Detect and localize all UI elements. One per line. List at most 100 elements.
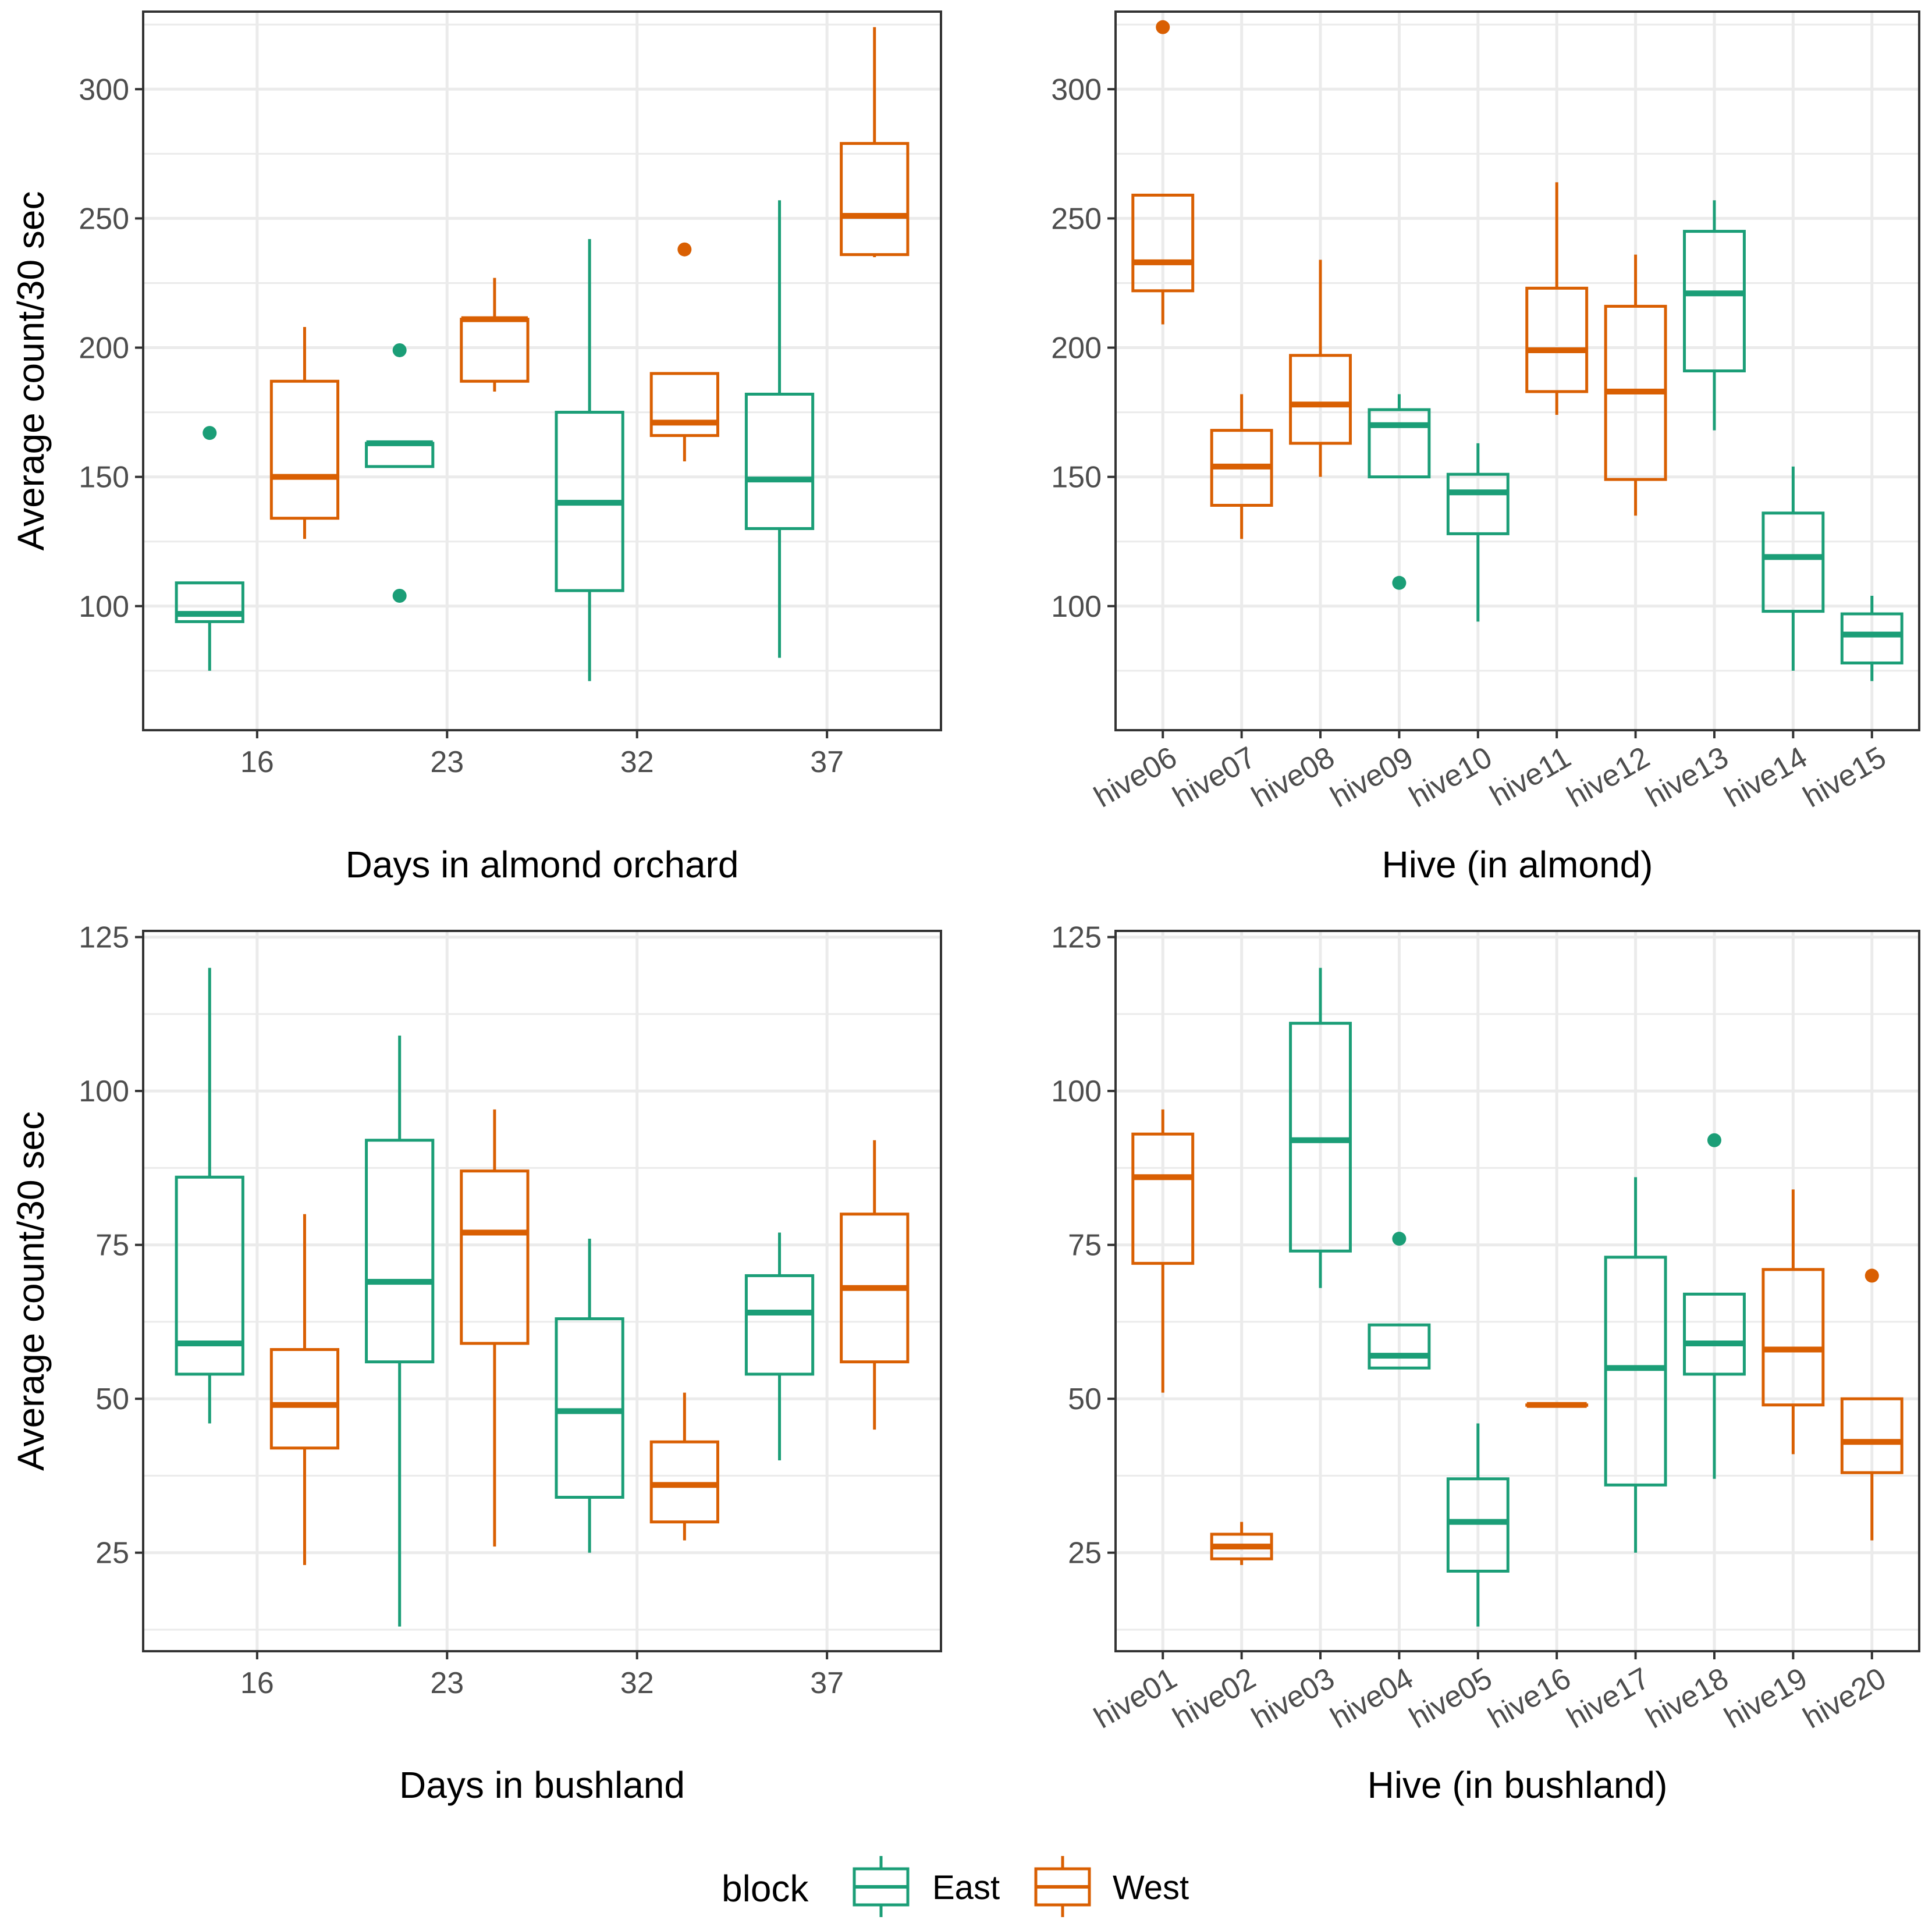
boxplot-east-23 — [365, 1035, 435, 1627]
box-iqr — [1368, 1323, 1431, 1370]
boxplot-hive12 — [1604, 254, 1667, 516]
x-tick-label: hive06 — [1089, 740, 1183, 814]
box-iqr — [1683, 230, 1746, 372]
x-tick-label: hive12 — [1561, 740, 1656, 814]
outlier-point — [1707, 1133, 1721, 1147]
box-iqr — [175, 1175, 244, 1376]
boxplot-west-16 — [269, 1214, 340, 1565]
boxplot-hive08 — [1289, 259, 1352, 477]
x-tick-label: hive09 — [1325, 740, 1419, 814]
panel-frame — [142, 10, 942, 731]
boxplot-hive16 — [1525, 1402, 1589, 1408]
y-axis-title: Average count/30 sec — [10, 1111, 52, 1471]
panel-p4: 255075100125hive01hive02hive03hive04hive… — [1051, 921, 1920, 1806]
panel-frame — [1114, 10, 1920, 731]
box-iqr — [269, 379, 340, 520]
box-iqr — [1289, 354, 1352, 445]
panel-p3: 25 50 75 100 125 16 23 32 37 Days in bushland Aver… — [10, 921, 942, 1806]
boxplot-hive07 — [1210, 394, 1273, 539]
outlier-point — [1864, 1268, 1879, 1283]
boxplot-east-37 — [744, 1232, 815, 1460]
box-iqr — [175, 581, 244, 623]
boxplot-hive14 — [1761, 466, 1825, 671]
outlier-point — [203, 426, 217, 440]
boxplot-east-37 — [744, 200, 815, 658]
boxplot-west-23 — [460, 278, 530, 392]
panel-p1: 100 150 200 250 300 16 23 32 37 Days in almond or… — [10, 10, 942, 886]
boxplot-hive19 — [1761, 1189, 1825, 1455]
boxplot-hive09 — [1368, 394, 1431, 590]
box-iqr — [555, 1317, 624, 1499]
panel-p2: 100150200250300hive06hive07hive08hive09h… — [1051, 10, 1920, 886]
y-tick-label: 250 — [1051, 202, 1102, 236]
box-iqr — [649, 1440, 719, 1524]
y-tick-label: 75 — [1068, 1229, 1102, 1263]
legend-label-east: East — [932, 1869, 1000, 1907]
boxplot-east-16 — [175, 968, 244, 1424]
panel-frame — [142, 930, 942, 1652]
boxplot-hive11 — [1525, 182, 1589, 415]
box-iqr — [840, 142, 910, 257]
box-iqr — [1446, 472, 1510, 535]
x-tick-label: hive18 — [1640, 1661, 1734, 1735]
box-iqr — [460, 1169, 530, 1345]
boxplot-hive03 — [1289, 968, 1352, 1288]
x-tick-label: hive16 — [1482, 1661, 1576, 1735]
panel-background — [1116, 12, 1919, 730]
box-iqr — [649, 372, 719, 438]
boxplot-hive02 — [1210, 1521, 1273, 1565]
x-tick-label: hive13 — [1640, 740, 1734, 814]
x-tick-label: hive15 — [1798, 740, 1892, 814]
panel-background — [143, 12, 941, 730]
y-tick-label: 300 — [79, 73, 129, 106]
legend-title: block — [722, 1868, 809, 1910]
x-tick-label: 16 — [240, 1666, 274, 1700]
x-tick-label: 32 — [620, 1666, 654, 1700]
box-iqr — [1131, 1132, 1195, 1265]
boxplot-east-16 — [175, 426, 244, 671]
outlier-point — [1156, 20, 1170, 34]
legend-key-west — [1034, 1856, 1091, 1917]
boxplot-west-37 — [840, 1140, 910, 1430]
boxplot-hive06 — [1131, 20, 1195, 325]
x-tick-label: hive02 — [1167, 1661, 1262, 1735]
x-tick-label: hive03 — [1246, 1661, 1340, 1735]
legend: block East West — [722, 1856, 1189, 1917]
x-tick-label: hive08 — [1246, 740, 1340, 814]
boxplot-hive15 — [1840, 595, 1903, 681]
y-tick-label: 25 — [1068, 1537, 1102, 1570]
x-tick-label: 37 — [810, 1666, 844, 1700]
boxplot-hive10 — [1446, 443, 1510, 622]
box-iqr — [1368, 408, 1431, 479]
outlier-point — [392, 588, 407, 603]
y-tick-label: 200 — [79, 332, 129, 365]
x-tick-label: 37 — [810, 745, 844, 779]
y-tick-label: 100 — [1051, 590, 1102, 624]
outlier-point — [1392, 575, 1407, 590]
y-tick-label: 50 — [95, 1382, 129, 1416]
box-iqr — [1446, 1477, 1510, 1573]
x-axis-title: Days in almond orchard — [346, 844, 739, 886]
panel-background — [143, 931, 941, 1651]
x-tick-label: hive14 — [1719, 740, 1813, 814]
y-tick-label: 150 — [79, 461, 129, 495]
box-iqr — [1840, 612, 1903, 664]
y-axis-title: Average count/30 sec — [10, 191, 52, 551]
boxplot-hive17 — [1604, 1177, 1667, 1553]
panel-frame — [1114, 930, 1920, 1652]
boxplot-hive05 — [1446, 1423, 1510, 1627]
box-iqr — [744, 1274, 815, 1376]
legend-label-west: West — [1113, 1869, 1189, 1907]
y-tick-label: 75 — [95, 1229, 129, 1263]
outlier-point — [1392, 1232, 1407, 1246]
box-iqr — [1289, 1022, 1352, 1253]
panel-background — [1116, 931, 1919, 1651]
x-tick-label: hive11 — [1484, 740, 1576, 813]
boxplot-hive04 — [1368, 1232, 1431, 1370]
outlier-point — [392, 343, 407, 357]
outlier-point — [677, 242, 692, 257]
box-iqr — [1131, 193, 1195, 293]
boxplot-hive20 — [1840, 1268, 1903, 1541]
y-tick-label: 50 — [1068, 1382, 1102, 1416]
